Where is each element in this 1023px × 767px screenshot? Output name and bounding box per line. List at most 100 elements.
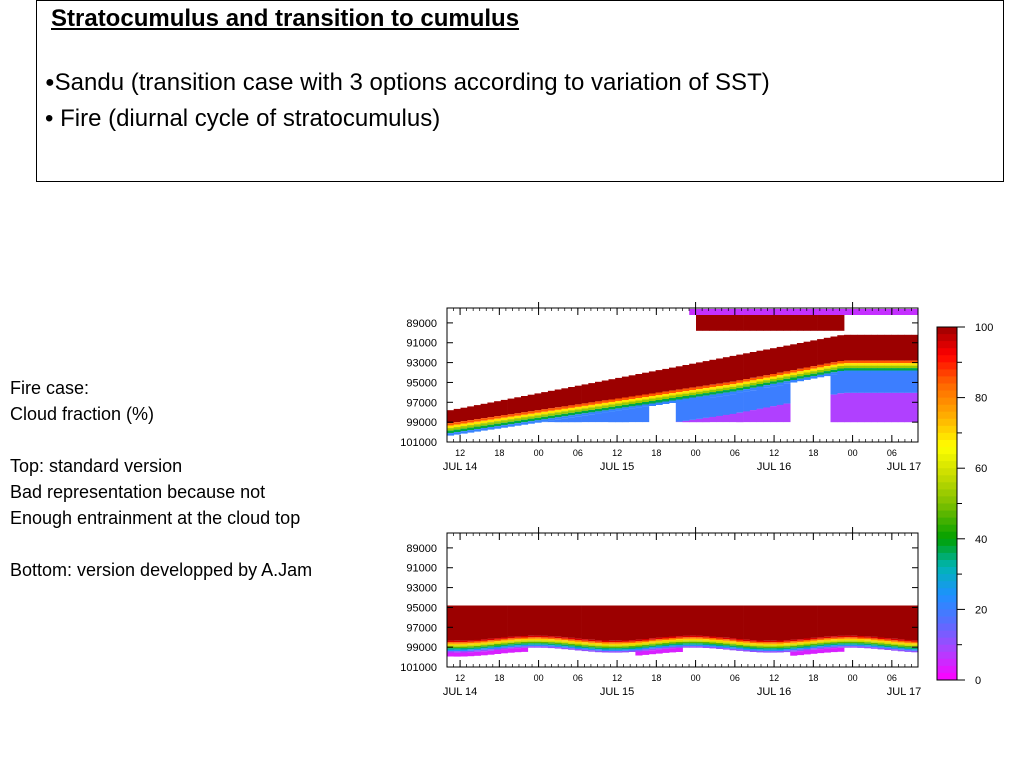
- heatmap-cell: [864, 640, 872, 643]
- heatmap-cell: [857, 636, 865, 638]
- heatmap-cell: [574, 646, 582, 648]
- heatmap-cell: [561, 641, 569, 644]
- heatmap-cell: [877, 370, 885, 373]
- heatmap-cell: [736, 639, 744, 641]
- heatmap-cell: [595, 643, 603, 645]
- heatmap-cell: [453, 424, 461, 428]
- heatmap-cell: [850, 605, 858, 636]
- heatmap-cell: [595, 413, 603, 423]
- heatmap-cell: [460, 642, 468, 644]
- heatmap-cell: [568, 407, 576, 411]
- heatmap-cell: [796, 378, 804, 382]
- heatmap-cell: [722, 309, 730, 315]
- x-day-label: JUL 15: [600, 686, 634, 698]
- heatmap-cell: [810, 373, 818, 377]
- heatmap-cell: [891, 365, 899, 369]
- heatmap-cell: [796, 643, 804, 646]
- heatmap-cell: [904, 641, 912, 643]
- heatmap-cell: [837, 635, 845, 638]
- heatmap-cell: [541, 411, 549, 415]
- heatmap-cell: [722, 643, 730, 646]
- heatmap-cell: [702, 388, 710, 391]
- heatmap-cell: [662, 637, 670, 639]
- heatmap-cell: [480, 645, 488, 647]
- heatmap-cell: [500, 646, 508, 648]
- heatmap-cell: [904, 639, 912, 642]
- heatmap-cell: [736, 387, 744, 391]
- heatmap-cell: [655, 370, 663, 393]
- y-tick-label: 95000: [406, 377, 437, 389]
- colorbar-segment: [937, 602, 957, 610]
- heatmap-cell: [796, 605, 804, 640]
- heatmap-cell: [830, 642, 838, 644]
- heatmap-cell: [487, 422, 495, 425]
- x-hour-label: 00: [534, 448, 544, 458]
- heatmap-cell: [534, 640, 542, 642]
- heatmap-cell: [588, 650, 596, 652]
- x-hour-label: 06: [887, 673, 897, 683]
- heatmap-cell: [467, 652, 475, 657]
- heatmap-cell: [500, 417, 508, 421]
- heatmap-cell: [642, 641, 650, 644]
- heatmap-cell: [904, 392, 912, 423]
- x-hour-label: 00: [848, 448, 858, 458]
- heatmap-cell: [588, 641, 596, 643]
- heatmap-cell: [850, 365, 858, 369]
- heatmap-cell: [776, 642, 784, 644]
- heatmap-cell: [601, 642, 609, 644]
- colorbar-segment: [937, 588, 957, 596]
- heatmap-cell: [608, 404, 616, 407]
- heatmap-cell: [581, 415, 589, 423]
- heatmap-cell: [749, 387, 757, 391]
- colorbar-label: 60: [975, 463, 987, 475]
- heatmap-cell: [621, 646, 629, 648]
- heatmap-cell: [527, 394, 535, 412]
- heatmap-cell: [736, 605, 744, 639]
- heatmap-cell: [702, 314, 710, 331]
- heatmap-cell: [837, 335, 845, 361]
- heatmap-cell: [689, 392, 697, 396]
- heatmap-cell: [601, 645, 609, 647]
- heatmap-cell: [810, 309, 818, 315]
- heatmap-cell: [561, 416, 569, 419]
- heatmap-cell: [891, 646, 899, 648]
- heatmap-cell: [547, 605, 555, 637]
- heatmap-cell: [823, 641, 831, 643]
- heatmap-cell: [729, 647, 737, 649]
- heatmap-cell: [850, 309, 858, 315]
- heatmap-cell: [716, 314, 724, 331]
- heatmap-cell: [763, 309, 771, 315]
- heatmap-cell: [615, 398, 623, 401]
- heatmap-cell: [487, 424, 495, 428]
- heatmap-cell: [534, 641, 542, 644]
- heatmap-cell: [453, 408, 461, 423]
- colorbar-segment: [937, 552, 957, 561]
- heatmap-cell: [460, 428, 468, 432]
- heatmap-cell: [823, 636, 831, 639]
- heatmap-cell: [803, 650, 811, 655]
- heatmap-cell: [911, 365, 919, 369]
- heatmap-cell: [857, 640, 865, 642]
- heatmap-cell: [675, 392, 683, 395]
- heatmap-cell: [877, 637, 885, 639]
- heatmap-cell: [473, 424, 481, 427]
- heatmap-cell: [709, 645, 717, 647]
- heatmap-cell: [864, 309, 872, 315]
- heatmap-cell: [729, 645, 737, 648]
- heatmap-cell: [487, 605, 495, 639]
- colorbar-segment: [937, 630, 957, 639]
- heatmap-cell: [911, 334, 919, 361]
- heatmap-cell: [588, 414, 596, 423]
- heatmap-cell: [648, 645, 656, 648]
- heatmap-cell: [722, 645, 730, 647]
- heatmap-cell: [837, 371, 845, 374]
- heatmap-cell: [770, 605, 778, 641]
- heatmap-cell: [669, 641, 677, 643]
- x-hour-label: 12: [455, 673, 465, 683]
- heatmap-cell: [628, 408, 636, 423]
- heatmap-cell: [642, 639, 650, 641]
- heatmap-cell: [877, 368, 885, 371]
- notes: Fire case: Cloud fraction (%) Top: stand…: [10, 375, 312, 583]
- heatmap-cell: [642, 640, 650, 642]
